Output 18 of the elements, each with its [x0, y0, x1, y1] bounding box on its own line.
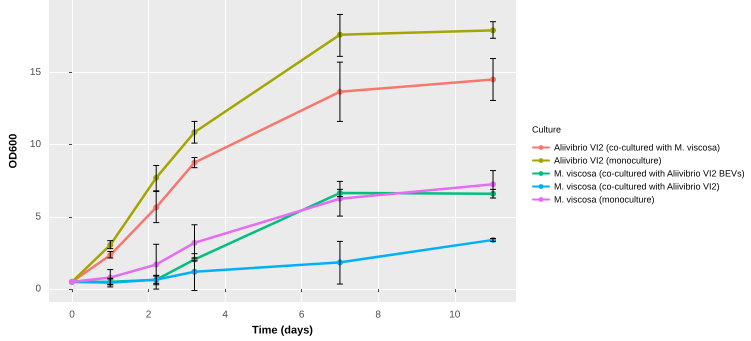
legend-label: Aliivibrio VI2 (co-cultured with M. viscosa)	[554, 142, 720, 152]
x-tick-label: 2	[146, 310, 152, 321]
legend-label: M. viscosa (co-cultured with Aliivibrio VI2)	[554, 182, 720, 192]
legend-title: Culture	[532, 124, 562, 134]
y-tick-label: 0	[35, 284, 42, 295]
x-tick-label: 0	[69, 310, 76, 321]
x-tick-label: 10	[449, 310, 461, 321]
y-tick-label: 5	[35, 211, 42, 222]
y-tick-label: 10	[30, 139, 42, 150]
x-axis-title: Time (days)	[252, 324, 314, 336]
x-tick-label: 6	[298, 310, 305, 321]
legend-label: M. viscosa (co-cultured with Aliivibrio VI2 BEVs)	[554, 168, 745, 178]
x-tick-label: 8	[375, 310, 382, 321]
y-tick-label: 15	[30, 66, 42, 78]
legend-label: Aliivibrio VI2 (monoculture)	[554, 156, 662, 166]
x-tick-label: 4	[222, 310, 228, 321]
y-axis-title: OD600	[8, 134, 20, 168]
legend-label: M. viscosa (monoculture)	[554, 194, 655, 204]
